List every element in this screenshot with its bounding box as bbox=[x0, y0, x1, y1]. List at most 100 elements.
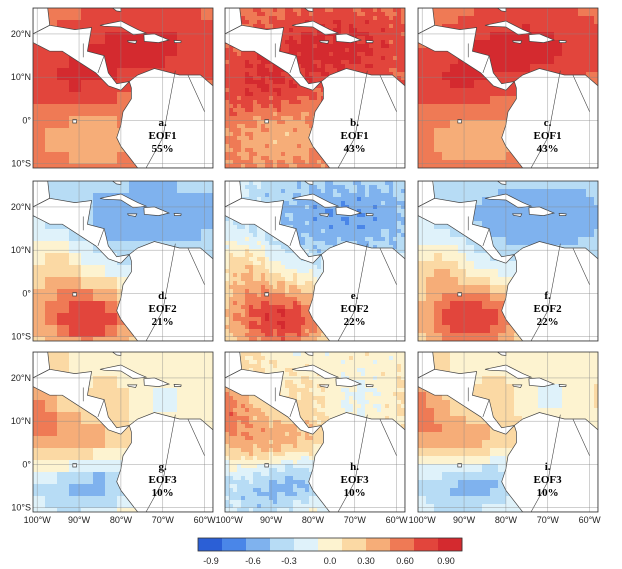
field-cell bbox=[277, 24, 282, 29]
field-cell bbox=[373, 213, 378, 218]
field-cell bbox=[393, 20, 398, 25]
field-cell bbox=[389, 217, 394, 222]
field-cell bbox=[353, 64, 358, 69]
field-cell bbox=[458, 253, 467, 262]
field-cell bbox=[305, 201, 310, 206]
field-cell bbox=[293, 333, 298, 338]
field-cell bbox=[317, 72, 322, 77]
field-cell bbox=[289, 309, 294, 314]
field-cell bbox=[426, 237, 435, 246]
field-cell bbox=[237, 56, 242, 61]
field-cell bbox=[273, 148, 278, 153]
field-cell bbox=[233, 317, 238, 322]
field-cell bbox=[321, 241, 326, 246]
field-cell bbox=[333, 60, 338, 65]
field-cell bbox=[301, 100, 306, 105]
field-cell bbox=[281, 261, 286, 266]
field-cell bbox=[305, 88, 310, 93]
field-cell bbox=[253, 84, 258, 89]
field-cell bbox=[117, 241, 130, 254]
field-cell bbox=[57, 241, 70, 254]
field-cell bbox=[177, 20, 190, 33]
field-cell bbox=[241, 297, 246, 302]
field-cell bbox=[317, 164, 322, 168]
field-cell bbox=[369, 68, 374, 73]
field-cell bbox=[498, 293, 507, 302]
field-cell bbox=[353, 205, 358, 210]
field-cell bbox=[309, 217, 314, 222]
field-cell bbox=[277, 333, 282, 338]
field-cell bbox=[393, 28, 398, 33]
field-cell bbox=[233, 261, 238, 266]
field-cell bbox=[261, 128, 266, 133]
field-cell bbox=[554, 32, 563, 41]
field-cell bbox=[105, 289, 118, 302]
field-cell bbox=[105, 56, 118, 69]
field-cell bbox=[401, 189, 405, 194]
field-cell bbox=[401, 237, 405, 242]
field-cell bbox=[201, 193, 213, 206]
field-cell bbox=[309, 60, 314, 65]
field-cell bbox=[361, 237, 366, 242]
field-cell bbox=[301, 189, 306, 194]
field-cell bbox=[482, 96, 491, 105]
field-cell bbox=[341, 229, 346, 234]
field-cell bbox=[393, 193, 398, 198]
field-cell bbox=[490, 213, 499, 222]
field-cell bbox=[474, 293, 483, 302]
field-cell bbox=[265, 261, 270, 266]
field-cell bbox=[305, 205, 310, 210]
field-cell bbox=[317, 76, 322, 81]
field-cell bbox=[365, 229, 370, 234]
field-cell bbox=[281, 88, 286, 93]
field-cell bbox=[241, 120, 246, 125]
field-cell bbox=[285, 293, 290, 298]
field-cell bbox=[341, 225, 346, 230]
field-cell bbox=[129, 217, 142, 230]
field-cell bbox=[257, 92, 262, 97]
field-cell bbox=[253, 72, 258, 77]
field-cell bbox=[245, 52, 250, 57]
field-cell bbox=[301, 217, 306, 222]
field-cell bbox=[69, 301, 82, 314]
field-cell bbox=[389, 8, 394, 13]
field-cell bbox=[353, 213, 358, 218]
field-cell bbox=[385, 20, 390, 25]
field-cell bbox=[229, 88, 234, 93]
field-cell bbox=[381, 221, 386, 226]
field-cell bbox=[522, 40, 531, 49]
field-cell bbox=[281, 24, 286, 29]
field-cell bbox=[401, 209, 405, 214]
field-cell bbox=[245, 229, 250, 234]
field-cell bbox=[594, 56, 598, 65]
field-cell bbox=[381, 64, 386, 69]
field-cell bbox=[377, 60, 382, 65]
field-cell bbox=[434, 333, 443, 341]
field-cell bbox=[321, 164, 326, 168]
field-cell bbox=[554, 48, 563, 57]
field-cell bbox=[321, 20, 326, 25]
field-cell bbox=[249, 261, 254, 266]
field-cell bbox=[261, 88, 266, 93]
field-cell bbox=[514, 221, 523, 230]
field-cell bbox=[397, 28, 402, 33]
field-cell bbox=[281, 96, 286, 101]
field-cell bbox=[337, 205, 342, 210]
field-cell bbox=[241, 301, 246, 306]
field-cell bbox=[337, 56, 342, 61]
field-cell bbox=[297, 297, 302, 302]
field-cell bbox=[257, 333, 262, 338]
field-cell bbox=[273, 245, 278, 250]
field-cell bbox=[562, 24, 571, 33]
field-cell bbox=[285, 40, 290, 45]
field-cell bbox=[498, 197, 507, 206]
field-cell bbox=[233, 237, 238, 242]
field-cell bbox=[385, 233, 390, 238]
field-cell bbox=[249, 329, 254, 334]
field-cell bbox=[253, 164, 258, 168]
field-cell bbox=[450, 333, 459, 341]
field-cell bbox=[225, 229, 230, 234]
field-cell bbox=[297, 116, 302, 121]
field-cell bbox=[361, 189, 366, 194]
field-cell bbox=[474, 144, 483, 153]
